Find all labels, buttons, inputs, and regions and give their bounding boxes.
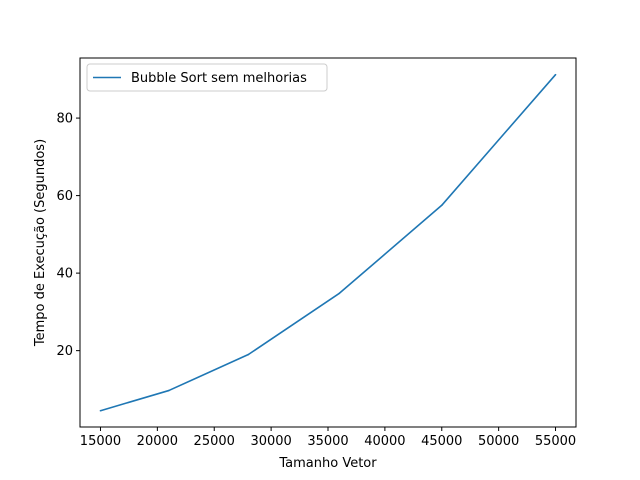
x-tick-label: 45000 [421, 434, 462, 449]
data-point [440, 204, 443, 207]
data-point [554, 73, 557, 76]
y-tick-label: 80 [56, 112, 73, 127]
x-tick-label: 40000 [364, 434, 405, 449]
data-point [99, 409, 102, 412]
x-axis-label: Tamanho Vetor [278, 456, 377, 471]
legend-box [86, 63, 328, 92]
x-tick-label: 20000 [137, 434, 178, 449]
y-tick-label: 40 [56, 267, 73, 282]
legend: Bubble Sort sem melhorias [86, 63, 328, 92]
data-point [247, 353, 250, 356]
plot-area-frame [79, 57, 577, 428]
data-point [167, 389, 170, 392]
x-tick-label: 35000 [307, 434, 348, 449]
x-axis-ticks: 15000 20000 25000 30000 35000 40000 45000 50000… [80, 427, 576, 449]
y-axis-ticks: 20 40 60 80 [56, 112, 80, 359]
data-point [338, 292, 341, 295]
x-tick-label: 15000 [80, 434, 121, 449]
legend-label: Bubble Sort sem melhorias [131, 71, 307, 86]
series-layer [99, 73, 557, 412]
series-line-0 [100, 74, 557, 412]
y-tick-label: 60 [56, 189, 73, 204]
x-tick-label: 25000 [194, 434, 235, 449]
x-tick-label: 55000 [535, 434, 576, 449]
x-tick-label: 30000 [250, 434, 291, 449]
y-axis-label: Tempo de Execução (Segundos) [33, 139, 48, 347]
y-tick-label: 20 [56, 344, 73, 359]
x-tick-label: 50000 [478, 434, 519, 449]
